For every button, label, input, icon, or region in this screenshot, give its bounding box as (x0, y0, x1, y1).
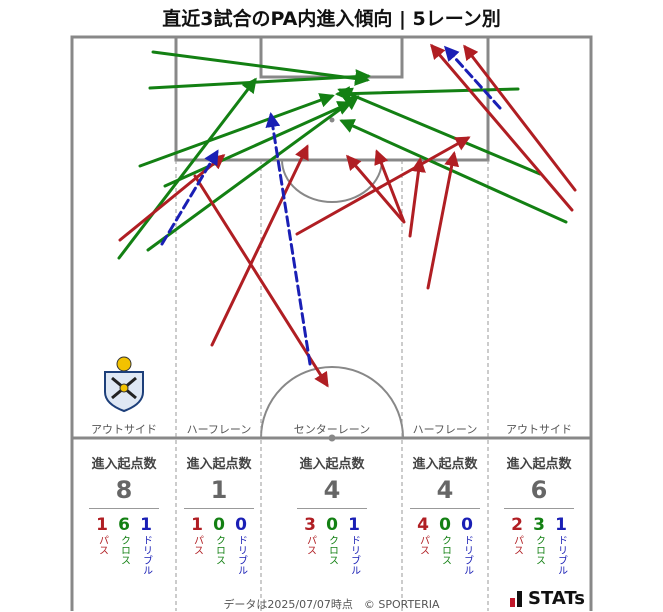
stats-header: 進入起点数 (186, 457, 252, 472)
cross-arrow (163, 101, 353, 188)
lane-label-halfspace-left: ハーフレーン (186, 423, 252, 436)
dribble-count: 1 (348, 515, 360, 535)
penalty-arc (281, 159, 383, 203)
stats-total: 1 (210, 476, 228, 504)
stats-breakdown: 2 パス 3 クロス 1 ドリブル (489, 515, 589, 575)
entry-arrows (117, 43, 577, 388)
pass-count: 3 (304, 515, 316, 535)
stats-total: 4 (323, 476, 341, 504)
lane-stats-outside-left: 進入起点数 8 1 パス 6 クロス 1 ドリブル (74, 440, 174, 575)
cross-count: 3 (533, 515, 545, 535)
pass-count: 1 (96, 515, 108, 535)
stats-header: 進入起点数 (299, 457, 365, 472)
chart-title: 直近3試合のPA内進入傾向 | 5レーン別 (162, 8, 501, 30)
pass-label: パス (511, 535, 523, 555)
jubilo-iwata-crest-icon (104, 356, 144, 413)
cross-label: クロス (533, 535, 545, 565)
cross-label: クロス (326, 535, 338, 565)
pass-arrow (426, 151, 460, 290)
pass-count: 4 (417, 515, 429, 535)
lane-stats-center: 進入起点数 4 3 パス 0 クロス 1 ドリブル (262, 440, 402, 575)
lane-label-outside-left: アウトサイド (91, 423, 157, 436)
cross-arrow (146, 95, 360, 252)
stats-total: 4 (436, 476, 454, 504)
cross-label: クロス (213, 535, 225, 565)
pass-count: 1 (191, 515, 203, 535)
cross-arrow (339, 119, 568, 224)
dribble-arrow (265, 112, 312, 366)
dribble-label: ドリブル (348, 535, 360, 575)
dribble-count: 0 (235, 515, 247, 535)
penalty-spot (329, 117, 335, 123)
lane-stats-halfspace-right: 進入起点数 4 4 パス 0 クロス 0 ドリブル (403, 440, 487, 575)
cross-count: 0 (213, 515, 225, 535)
stats-divider (89, 508, 159, 509)
pass-arrow (295, 136, 471, 236)
brand-text: STATs (528, 588, 585, 609)
goal-area (259, 35, 404, 79)
dribble-label: ドリブル (140, 535, 152, 575)
pass-arrow (210, 144, 309, 347)
pass-label: パス (417, 535, 429, 555)
stats-breakdown: 1 パス 6 クロス 1 ドリブル (74, 515, 174, 575)
stats-logo-icon (510, 590, 524, 607)
stats-divider (184, 508, 254, 509)
lane-label-outside-right: アウトサイド (506, 423, 572, 436)
pass-count: 2 (511, 515, 523, 535)
lane-stats-halfspace-left: 進入起点数 1 1 パス 0 クロス 0 ドリブル (178, 440, 260, 575)
stats-header: 進入起点数 (91, 457, 157, 472)
stats-divider (297, 508, 367, 509)
cross-arrow (148, 69, 371, 90)
pass-arrow (193, 174, 329, 388)
pass-arrow (374, 149, 406, 224)
cross-arrow (335, 86, 520, 102)
cross-arrow (138, 93, 335, 168)
cross-count: 0 (439, 515, 451, 535)
stats-total: 6 (530, 476, 548, 504)
lane-label-halfspace-right: ハーフレーン (412, 423, 478, 436)
dribble-label: ドリブル (461, 535, 473, 575)
field-lines (70, 35, 593, 611)
stats-breakdown: 3 パス 0 クロス 1 ドリブル (262, 515, 402, 575)
pass-arrow (408, 157, 426, 238)
stats-header: 進入起点数 (412, 457, 478, 472)
stats-breakdown: 1 パス 0 クロス 0 ドリブル (178, 515, 260, 575)
lane-dividers (175, 160, 489, 611)
center-circle (260, 366, 404, 439)
lane-stats-outside-right: 進入起点数 6 2 パス 3 クロス 1 ドリブル (489, 440, 589, 575)
cross-count: 0 (326, 515, 338, 535)
dribble-label: ドリブル (235, 535, 247, 575)
brand-logo: STATs (510, 588, 585, 609)
dribble-label: ドリブル (555, 535, 567, 575)
pass-arrow (463, 44, 577, 192)
pass-label: パス (304, 535, 316, 555)
dribble-arrow (443, 45, 502, 110)
stats-total: 8 (115, 476, 133, 504)
stats-divider (410, 508, 480, 509)
stats-header: 進入起点数 (506, 457, 572, 472)
pass-label: パス (96, 535, 108, 555)
dribble-count: 1 (140, 515, 152, 535)
stats-breakdown: 4 パス 0 クロス 0 ドリブル (403, 515, 487, 575)
cross-arrow (117, 77, 257, 260)
center-spot (328, 434, 336, 442)
dribble-arrow (160, 149, 219, 246)
pass-arrow (430, 43, 574, 212)
dribble-count: 0 (461, 515, 473, 535)
cross-arrow (337, 87, 542, 176)
footer-credit: データは2025/07/07時点 © SPORTERIA (223, 598, 440, 611)
cross-arrow (151, 50, 370, 86)
pass-label: パス (191, 535, 203, 555)
dribble-count: 1 (555, 515, 567, 535)
lane-label-center: センターレーン (293, 423, 371, 436)
cross-count: 6 (118, 515, 130, 535)
pass-arrow (346, 154, 405, 223)
cross-label: クロス (118, 535, 130, 565)
cross-label: クロス (439, 535, 451, 565)
stats-divider (504, 508, 574, 509)
